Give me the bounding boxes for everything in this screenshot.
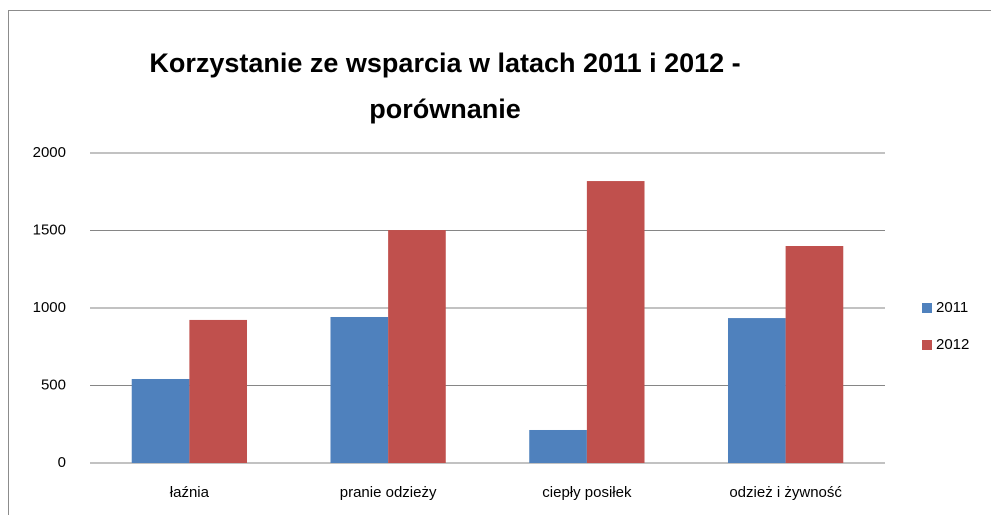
y-tick-label: 0	[58, 454, 66, 471]
x-tick-label: ciepły posiłek	[542, 484, 632, 501]
y-tick-label: 2000	[33, 144, 66, 161]
x-tick-label: odzież i żywność	[729, 484, 842, 501]
bar	[529, 429, 587, 463]
x-tick-label: łaźnia	[170, 484, 210, 501]
x-tick-label: pranie odzieży	[340, 484, 437, 501]
legend-swatch	[922, 340, 932, 350]
bar	[189, 319, 248, 463]
bar	[388, 230, 446, 463]
legend-swatch	[922, 303, 932, 313]
bar	[586, 181, 645, 463]
bar	[785, 246, 844, 463]
bar	[727, 318, 786, 463]
chart-title: Korzystanie ze wsparcia w latach 2011 i …	[149, 48, 741, 124]
chart-border	[8, 10, 991, 515]
legend-label: 2011	[936, 299, 968, 316]
bar	[131, 378, 190, 463]
y-tick-label: 500	[41, 376, 66, 393]
y-tick-label: 1500	[33, 221, 66, 238]
bar	[330, 316, 389, 463]
y-tick-label: 1000	[33, 299, 66, 316]
legend-label: 2012	[936, 336, 969, 353]
